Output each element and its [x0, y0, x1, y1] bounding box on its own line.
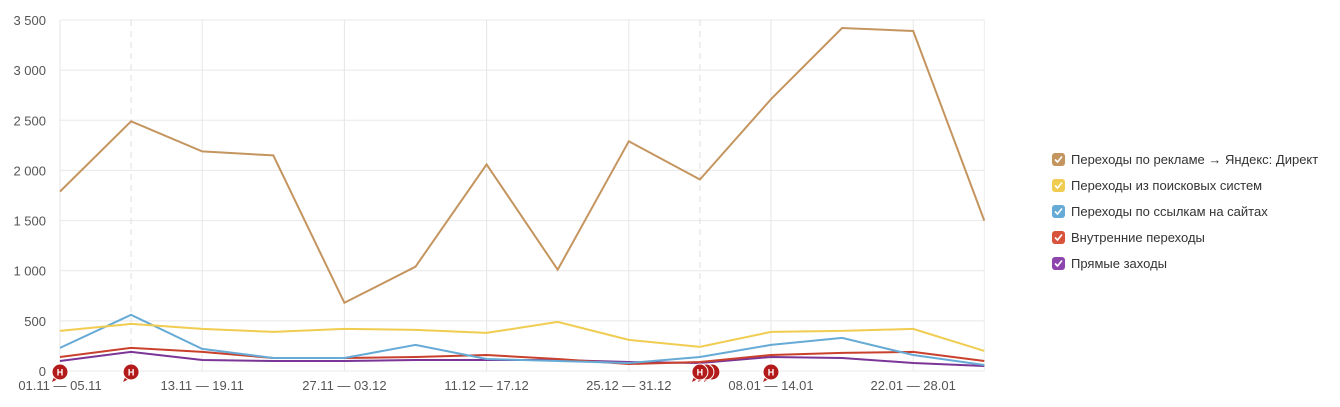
legend-label: Переходы по рекламе → Яндекс: Директ: [1071, 151, 1319, 167]
legend-label: Переходы из поисковых систем: [1071, 177, 1263, 193]
note-marker-icon[interactable]: Н: [691, 363, 709, 382]
svg-text:2 000: 2 000: [13, 163, 46, 178]
svg-text:2 500: 2 500: [13, 113, 46, 128]
svg-text:1 000: 1 000: [13, 264, 46, 279]
svg-text:11.12 — 17.12: 11.12 — 17.12: [444, 378, 528, 393]
legend-item-direct[interactable]: Переходы по рекламе → Яндекс: Директ: [1052, 146, 1318, 172]
checkbox-icon[interactable]: [1052, 204, 1065, 218]
line-chart: 0 500 1 000 1 500 2 000 2 500 3 000 3 500 01.11…: [13, 13, 986, 393]
legend-item-links[interactable]: Переходы по ссылкам на сайтах: [1052, 198, 1318, 224]
svg-text:27.11 — 03.12: 27.11 — 03.12: [302, 378, 386, 393]
note-marker-icon[interactable]: Н: [51, 363, 69, 382]
chart-grid: [59, 19, 985, 372]
svg-text:1 500: 1 500: [13, 214, 46, 229]
svg-text:Н: Н: [768, 368, 775, 378]
svg-text:3 000: 3 000: [13, 63, 46, 78]
svg-text:13.11 — 19.11: 13.11 — 19.11: [161, 378, 244, 393]
svg-text:500: 500: [24, 314, 46, 329]
note-marker-icon[interactable]: Н: [122, 363, 140, 382]
svg-text:3 500: 3 500: [13, 13, 46, 28]
legend-label: Переходы по ссылкам на сайтах: [1071, 203, 1268, 219]
svg-text:01.11 — 05.11: 01.11 — 05.11: [18, 378, 101, 393]
legend-label: Внутренние переходы: [1071, 229, 1205, 245]
svg-text:22.01 — 28.01: 22.01 — 28.01: [871, 378, 956, 393]
legend-item-direct-visits[interactable]: Прямые заходы: [1052, 250, 1318, 276]
checkbox-icon[interactable]: [1052, 256, 1065, 270]
svg-text:25.12 — 31.12: 25.12 — 31.12: [586, 378, 671, 393]
svg-text:Н: Н: [128, 368, 135, 378]
note-marker-icon[interactable]: Н: [762, 363, 780, 382]
checkbox-icon[interactable]: [1052, 230, 1065, 244]
legend-label: Прямые заходы: [1071, 255, 1168, 271]
x-axis-labels: 01.11 — 05.11 13.11 — 19.11 27.11 — 03.12 1…: [18, 378, 956, 393]
checkbox-icon[interactable]: [1052, 152, 1065, 166]
svg-text:08.01 — 14.01: 08.01 — 14.01: [728, 378, 813, 393]
legend-item-search[interactable]: Переходы из поисковых систем: [1052, 172, 1318, 198]
legend-item-internal[interactable]: Внутренние переходы: [1052, 224, 1318, 250]
checkbox-icon[interactable]: [1052, 178, 1065, 192]
svg-text:Н: Н: [57, 368, 64, 378]
svg-text:Н: Н: [697, 368, 704, 378]
chart-series: [59, 26, 986, 367]
svg-text:0: 0: [39, 364, 46, 379]
y-axis-labels: 0 500 1 000 1 500 2 000 2 500 3 000 3 500: [13, 13, 46, 379]
chart-legend: Переходы по рекламе → Яндекс: Директ Пер…: [1052, 146, 1318, 276]
